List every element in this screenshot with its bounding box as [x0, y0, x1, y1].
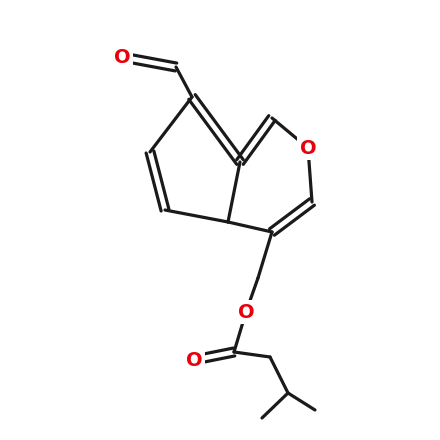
Text: O: O: [186, 351, 202, 370]
Text: O: O: [238, 303, 254, 322]
Text: O: O: [114, 48, 130, 66]
Text: O: O: [300, 139, 316, 158]
